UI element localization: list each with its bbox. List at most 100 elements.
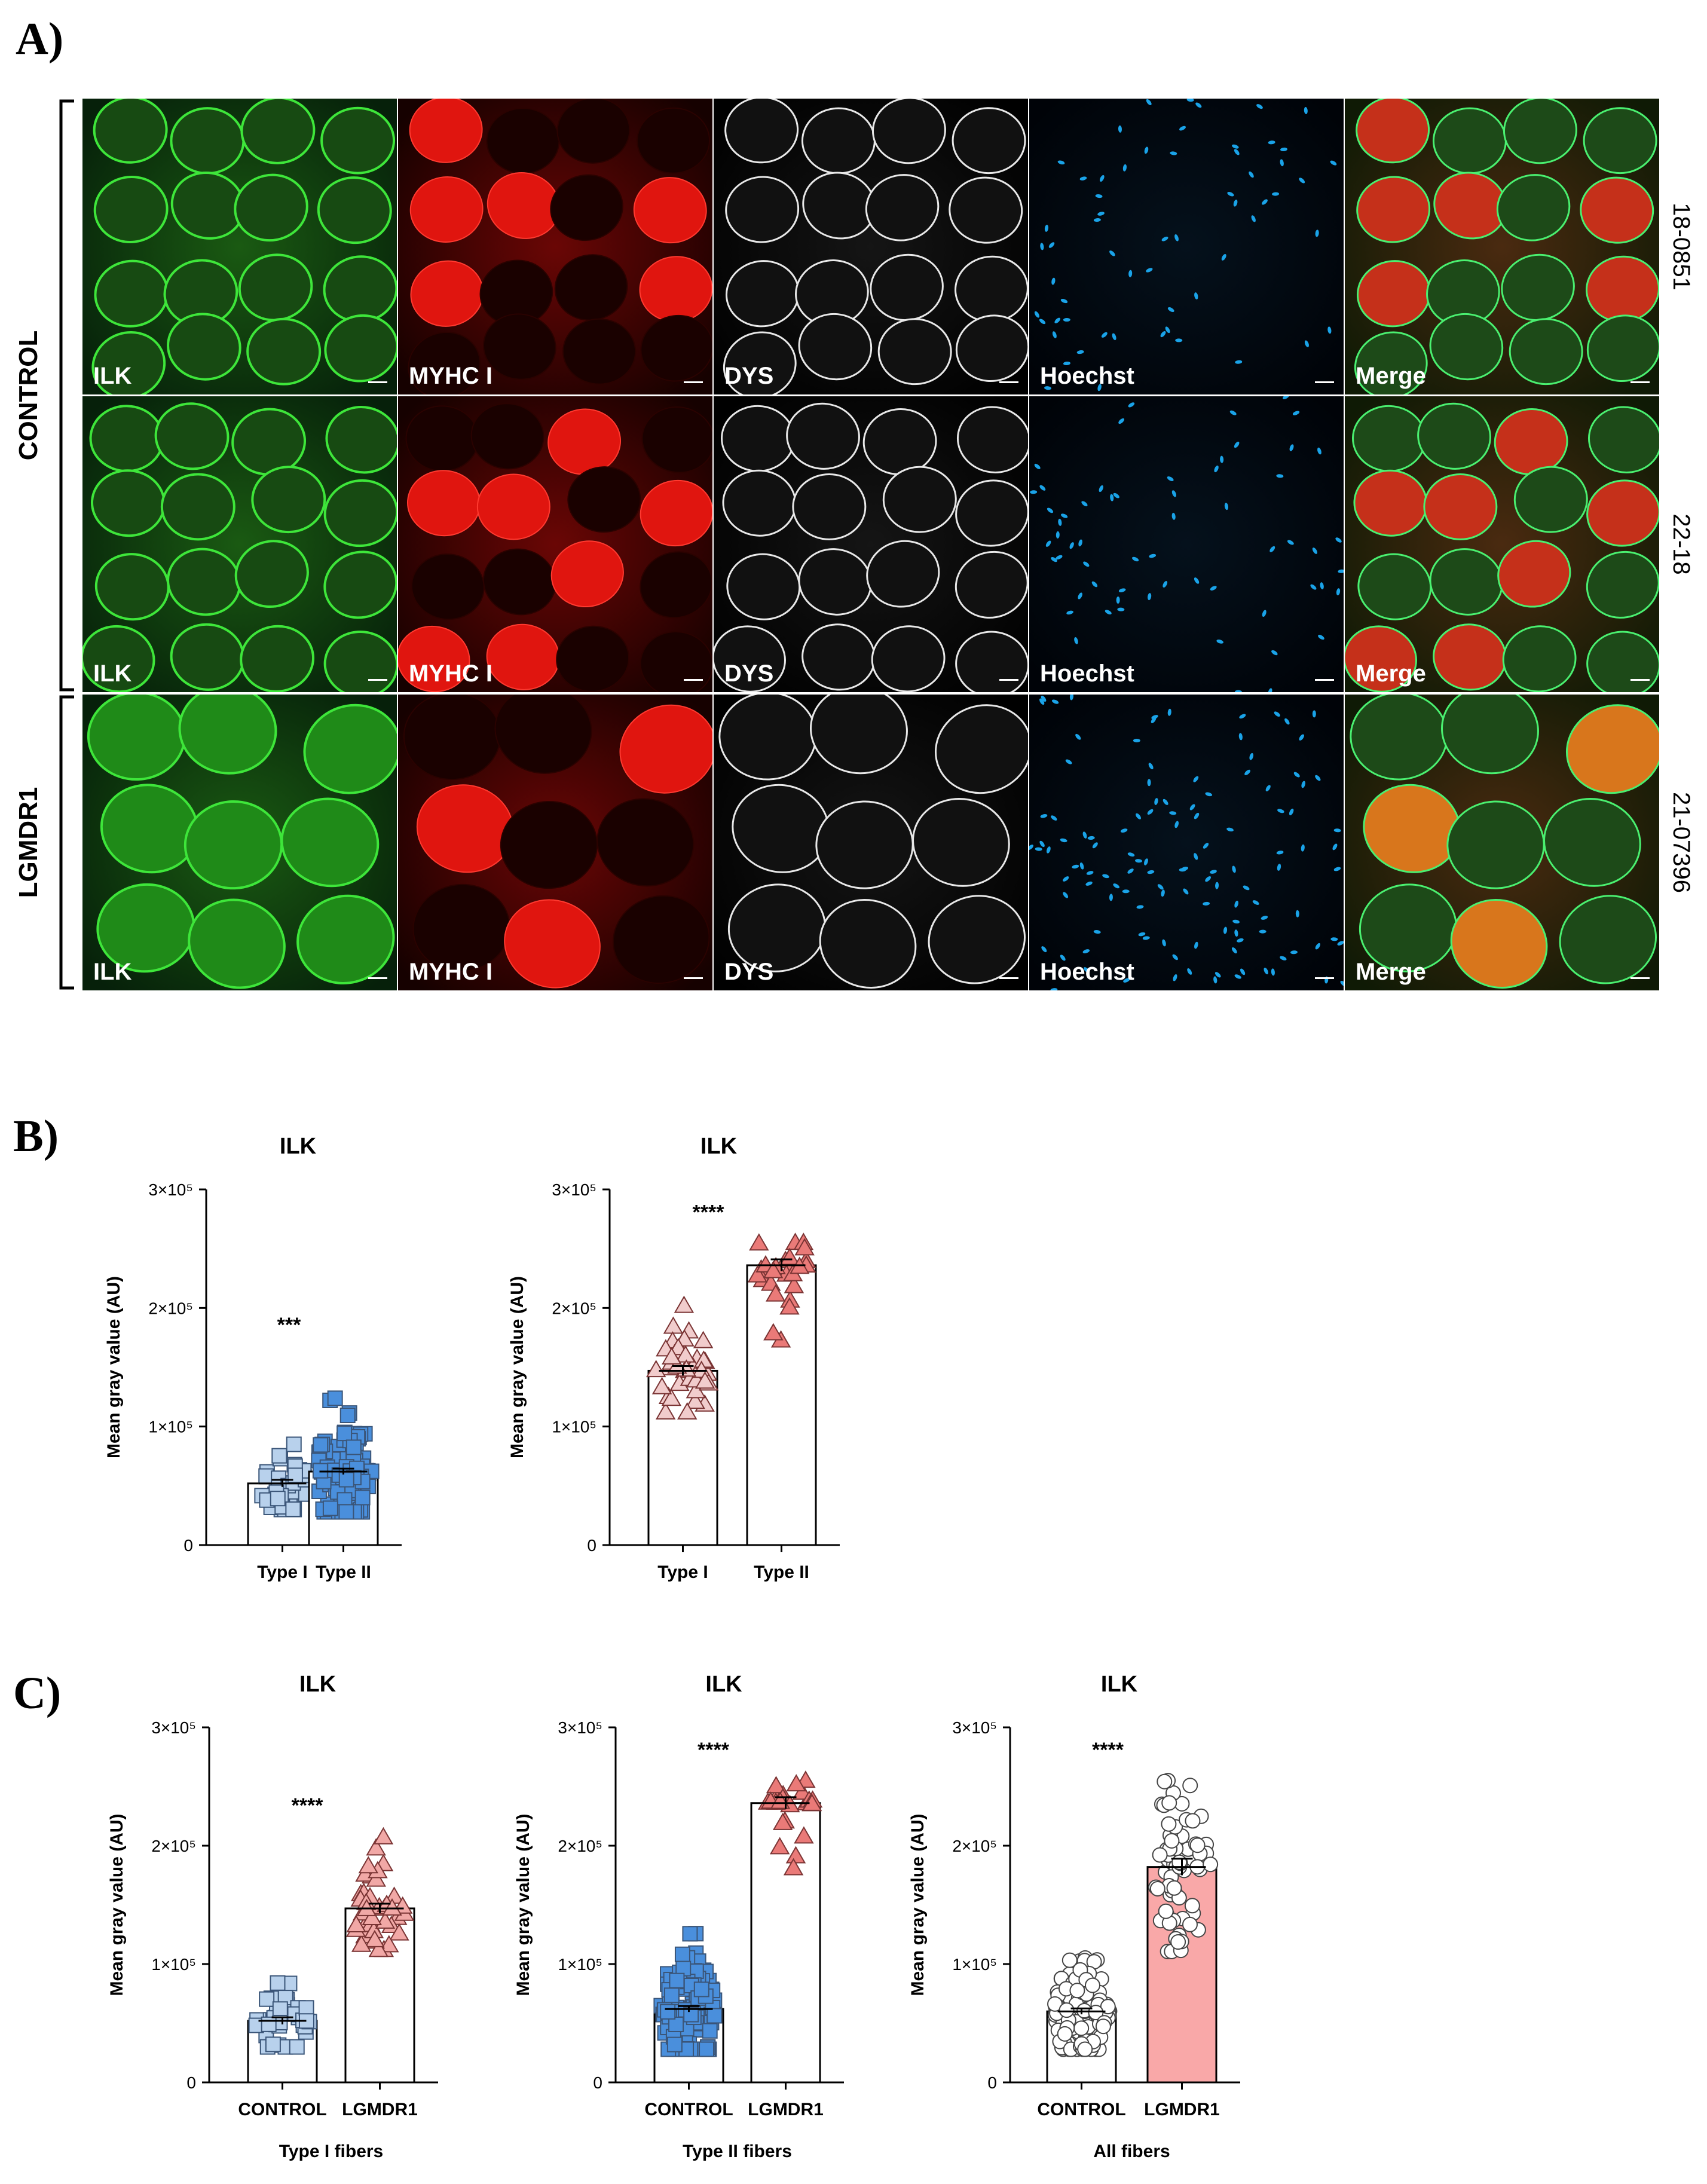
chart-title: ILK xyxy=(1101,1672,1138,1697)
data-point xyxy=(389,1923,409,1941)
data-point xyxy=(663,1316,684,1334)
y-tick-label: 3×10⁵ xyxy=(148,1180,193,1199)
data-point xyxy=(651,1377,672,1394)
micrograph-hoechst-row3: Hoechst xyxy=(1029,695,1344,990)
data-point xyxy=(1069,1983,1085,1999)
data-point xyxy=(1157,1773,1173,1790)
micrograph-label-merge: Merge xyxy=(1356,660,1426,687)
y-tick-label: 3×10⁵ xyxy=(552,1180,596,1199)
data-point xyxy=(669,1972,685,1989)
data-point xyxy=(287,1467,303,1483)
data-point xyxy=(1182,1778,1198,1794)
data-point xyxy=(663,1987,680,2003)
micrograph-label-merge: Merge xyxy=(1356,959,1426,985)
y-tick-label: 3×10⁵ xyxy=(151,1718,196,1737)
panel-letter-b: B) xyxy=(13,1111,59,1161)
micrograph-ilk-row3: ILK xyxy=(82,695,397,990)
data-point xyxy=(1084,1977,1100,1993)
data-point xyxy=(655,1402,676,1420)
data-point xyxy=(270,1491,286,1507)
data-point xyxy=(358,1856,379,1874)
data-point xyxy=(766,1284,786,1302)
y-tick-label: 1×10⁵ xyxy=(558,1955,602,1974)
significance-label: **** xyxy=(292,1794,324,1817)
data-point xyxy=(1095,2018,1111,2035)
micrograph-myhc-row2: MYHC I xyxy=(398,396,712,692)
charts-panel: ILK 0 1×10⁵ 2×10⁵ 3×10⁵ Mean gray value (AU) T… xyxy=(104,1134,1240,2161)
data-point xyxy=(786,1774,806,1792)
micrograph-myhc-row3: MYHC I xyxy=(398,695,712,990)
category-label: LGMDR1 xyxy=(342,2100,418,2119)
data-point xyxy=(338,1504,354,1520)
micrograph-label-merge: Merge xyxy=(1356,363,1426,389)
data-point xyxy=(366,1838,386,1856)
category-label: CONTROL xyxy=(238,2100,326,2119)
data-point xyxy=(1170,1934,1186,1950)
bar xyxy=(750,1802,821,2084)
micrograph-myhc-row1: MYHC I xyxy=(398,99,712,394)
data-point xyxy=(289,2039,305,2055)
chart-4: ILK 0 1×10⁵ 2×10⁵ 3×10⁵ Mean gray value (AU) C… xyxy=(513,1672,844,2161)
y-tick-label: 0 xyxy=(587,1536,596,1555)
chart-title: ILK xyxy=(299,1672,336,1697)
data-point xyxy=(794,1238,815,1256)
category-label: Type II xyxy=(754,1562,809,1582)
data-point xyxy=(770,1791,791,1809)
micrograph-ilk-row1: ILK xyxy=(82,99,397,394)
micrograph-hoechst-row1: Hoechst xyxy=(1029,99,1344,394)
y-tick-label: 2×10⁵ xyxy=(552,1299,596,1317)
data-point xyxy=(1182,1916,1198,1932)
category-label: Type II xyxy=(316,1562,371,1582)
data-point xyxy=(666,2036,683,2053)
micrograph-merge-row3: Merge xyxy=(1345,695,1659,990)
y-axis-label: Mean gray value (AU) xyxy=(507,1276,527,1458)
significance-label: *** xyxy=(277,1314,301,1336)
significance-label: **** xyxy=(698,1739,730,1761)
data-point xyxy=(298,2000,314,2016)
y-tick-label: 0 xyxy=(183,1536,193,1555)
data-point xyxy=(272,2001,288,2017)
data-point xyxy=(699,2041,715,2057)
data-point xyxy=(382,1898,402,1916)
micrograph-dys-row3: DYS xyxy=(714,695,1028,990)
data-point xyxy=(763,1261,784,1278)
data-point xyxy=(1077,2041,1093,2057)
y-axis-label: Mean gray value (AU) xyxy=(908,1813,928,1996)
data-point xyxy=(784,1275,804,1293)
micrograph-label-myhc: MYHC I xyxy=(409,959,492,985)
data-point xyxy=(783,1858,804,1876)
data-point xyxy=(668,2016,684,2032)
data-point xyxy=(646,1360,666,1378)
data-point xyxy=(285,1501,301,1517)
micrograph-dys-row2: DYS xyxy=(714,396,1028,692)
panel-letter-c: C) xyxy=(13,1668,62,1718)
chart-5: ILK 0 1×10⁵ 2×10⁵ 3×10⁵ Mean gray value (AU) C… xyxy=(908,1672,1240,2161)
y-tick-label: 0 xyxy=(186,2073,196,2092)
micrograph-label-dys: DYS xyxy=(724,363,773,389)
sample-label: 22-18 xyxy=(1668,513,1694,574)
significance-label: **** xyxy=(693,1201,725,1223)
data-point xyxy=(772,1812,793,1830)
data-point xyxy=(674,1295,695,1313)
data-point xyxy=(327,1390,343,1406)
y-tick-label: 3×10⁵ xyxy=(952,1718,997,1737)
micrograph-label-hoechst: Hoechst xyxy=(1040,363,1134,389)
y-axis-label: Mean gray value (AU) xyxy=(513,1813,533,1996)
y-tick-label: 3×10⁵ xyxy=(558,1718,602,1737)
data-point xyxy=(693,1330,714,1348)
significance-label: **** xyxy=(1092,1739,1124,1761)
category-label: CONTROL xyxy=(644,2100,733,2119)
y-tick-label: 1×10⁵ xyxy=(151,1955,196,1974)
data-point xyxy=(749,1233,769,1251)
data-point xyxy=(1059,2002,1075,2018)
group-bracket xyxy=(59,99,74,692)
data-point xyxy=(313,1437,329,1453)
micrograph-dys-row1: DYS xyxy=(714,99,1028,394)
data-point xyxy=(351,1934,372,1952)
category-label: LGMDR1 xyxy=(1144,2100,1220,2119)
micrograph-label-hoechst: Hoechst xyxy=(1040,660,1134,687)
micrograph-panel: ILK MYHC I DYS Hoechst Merge 18-0851 ILK MYHC I… xyxy=(14,99,1694,990)
micrograph-label-ilk: ILK xyxy=(93,660,132,687)
data-point xyxy=(354,1489,371,1506)
data-point xyxy=(1057,2026,1073,2042)
